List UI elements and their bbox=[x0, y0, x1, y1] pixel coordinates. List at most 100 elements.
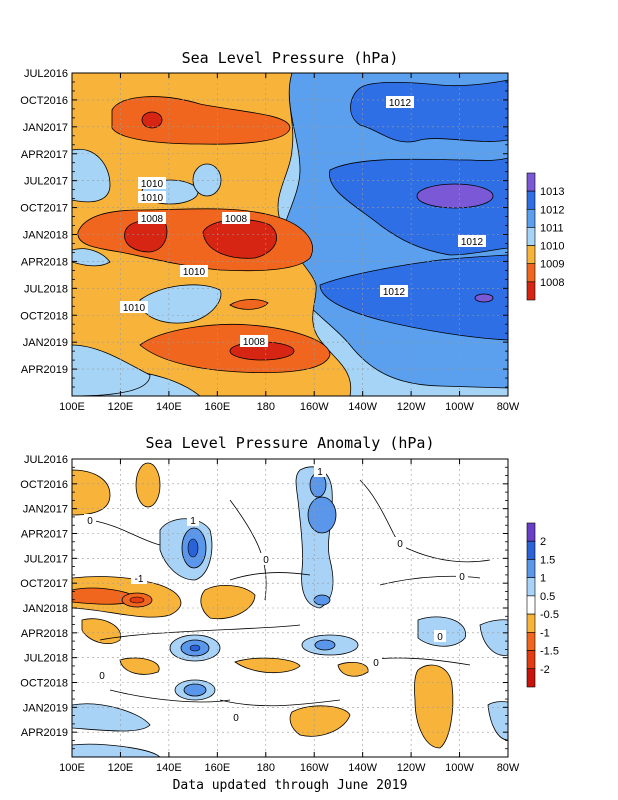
y-tick-label: OCT2016 bbox=[20, 95, 68, 107]
y-tick-label: JUL2017 bbox=[24, 553, 68, 565]
svg-text:1010: 1010 bbox=[141, 179, 164, 190]
bottom-contour-labels: 1 1 0 0 0 -1 0 0 0 0 0 bbox=[84, 465, 468, 724]
svg-text:1010: 1010 bbox=[141, 193, 164, 204]
x-tick-label: 160E bbox=[204, 401, 230, 413]
svg-text:0: 0 bbox=[437, 632, 443, 643]
svg-text:0: 0 bbox=[263, 555, 269, 566]
colorbar-swatch bbox=[526, 668, 536, 688]
top-contour-label: 1012 bbox=[386, 96, 414, 109]
y-tick-label: APR2018 bbox=[21, 628, 68, 640]
y-tick-label: APR2019 bbox=[21, 364, 68, 376]
svg-text:0: 0 bbox=[99, 671, 105, 682]
colorbar-label: 1009 bbox=[540, 259, 564, 271]
svg-text:0: 0 bbox=[87, 516, 93, 527]
colorbar-swatch bbox=[526, 650, 536, 670]
colorbar-label: 1008 bbox=[540, 277, 564, 289]
x-tick-label: 120W bbox=[397, 762, 426, 774]
top-contour-labels: 1012 1010 1010 1008 1008 1012 1010 1012 … bbox=[120, 96, 486, 348]
colorbar-label: -1.5 bbox=[540, 646, 559, 658]
x-tick-label: 120W bbox=[397, 401, 426, 413]
y-tick-label: JAN2019 bbox=[23, 702, 68, 714]
svg-text:1010: 1010 bbox=[123, 303, 146, 314]
x-tick-label: 100E bbox=[59, 762, 85, 774]
svg-text:1: 1 bbox=[317, 467, 323, 478]
top-colorbar: 1013 1012 1011 1010 1009 1008 bbox=[526, 172, 564, 301]
bottom-contour-label: 0 bbox=[260, 553, 272, 566]
top-contour-label: 1010 bbox=[180, 265, 208, 278]
colorbar-swatch bbox=[526, 613, 536, 633]
y-tick-label: OCT2017 bbox=[20, 578, 68, 590]
colorbar-swatch bbox=[526, 190, 536, 210]
y-tick-label: JUL2018 bbox=[24, 283, 68, 295]
colorbar-swatch bbox=[526, 208, 536, 228]
x-tick-label: 160E bbox=[204, 762, 230, 774]
svg-text:1012: 1012 bbox=[389, 98, 412, 109]
colorbar-swatch bbox=[526, 522, 536, 542]
footer-note: Data updated through June 2019 bbox=[173, 778, 408, 793]
svg-text:0: 0 bbox=[373, 658, 379, 669]
y-tick-label: APR2018 bbox=[21, 256, 68, 268]
top-plot-area bbox=[72, 73, 508, 396]
x-tick-label: 120E bbox=[108, 762, 134, 774]
colorbar-swatch bbox=[526, 559, 536, 578]
colorbar-label: 1010 bbox=[540, 241, 564, 253]
top-contour-label: 1012 bbox=[380, 285, 408, 298]
x-tick-label: 80W bbox=[497, 762, 520, 774]
x-tick-label: 100E bbox=[59, 401, 85, 413]
y-tick-label: JAN2018 bbox=[23, 603, 68, 615]
y-tick-label: JUL2018 bbox=[24, 653, 68, 665]
colorbar-swatch bbox=[526, 577, 536, 597]
top-contour-label: 1010 bbox=[138, 191, 166, 204]
colorbar-label: 2 bbox=[540, 536, 546, 548]
y-tick-label: OCT2018 bbox=[20, 678, 68, 690]
colorbar-swatch bbox=[526, 263, 536, 283]
svg-text:1008: 1008 bbox=[141, 214, 164, 225]
x-tick-label: 140E bbox=[156, 401, 182, 413]
colorbar-label: 1011 bbox=[540, 222, 564, 234]
y-tick-label: JAN2017 bbox=[23, 122, 68, 134]
svg-text:0: 0 bbox=[397, 539, 403, 550]
colorbar-label: 1012 bbox=[540, 204, 564, 216]
colorbar-swatch bbox=[526, 595, 536, 615]
bottom-contour-label: 0 bbox=[370, 656, 382, 669]
y-tick-label: APR2017 bbox=[21, 529, 68, 541]
colorbar-label: -0.5 bbox=[540, 609, 559, 621]
bottom-colorbar: 2 1.5 1 0.5 -0.5 -1 -1.5 -2 bbox=[526, 522, 559, 688]
x-tick-label: 140W bbox=[348, 762, 377, 774]
svg-text:-1: -1 bbox=[135, 574, 144, 585]
bottom-contour-label: 0 bbox=[456, 570, 468, 583]
top-contour-label: 1008 bbox=[222, 212, 250, 225]
top-contour-label: 1010 bbox=[120, 301, 148, 314]
colorbar-swatch bbox=[526, 281, 536, 301]
svg-text:0: 0 bbox=[233, 713, 239, 724]
bottom-contour-label: 1 bbox=[314, 465, 326, 478]
top-contour-label: 1008 bbox=[240, 335, 268, 348]
top-axis-ticks: 100E 120E 140E 160E 180 160W 140W 120W 100W 80W JU… bbox=[20, 68, 520, 413]
x-tick-label: 160W bbox=[300, 762, 329, 774]
x-tick-label: 180 bbox=[257, 401, 275, 413]
bottom-axis-ticks: 100E 120E 140E 160E 180 160W 140W 120W 100W 80W JU… bbox=[20, 454, 520, 774]
colorbar-label: 1 bbox=[540, 573, 546, 585]
bottom-plot-area bbox=[72, 459, 508, 757]
colorbar-label: 1.5 bbox=[540, 554, 555, 566]
bottom-contour-label: 1 bbox=[187, 514, 199, 527]
y-tick-label: JAN2018 bbox=[23, 230, 68, 242]
top-contour-label: 1008 bbox=[138, 212, 166, 225]
svg-text:1008: 1008 bbox=[225, 214, 248, 225]
top-chart-title: Sea Level Pressure (hPa) bbox=[182, 49, 399, 67]
bottom-contour-label: 0 bbox=[434, 630, 446, 643]
colorbar-swatch bbox=[526, 172, 536, 192]
bottom-chart-title: Sea Level Pressure Anomaly (hPa) bbox=[146, 434, 435, 452]
bottom-contour-label: 0 bbox=[96, 669, 108, 682]
colorbar-swatch bbox=[526, 540, 536, 560]
colorbar-label: 0.5 bbox=[540, 591, 555, 603]
colorbar-swatch bbox=[526, 245, 536, 265]
y-tick-label: OCT2016 bbox=[20, 479, 68, 491]
y-tick-label: OCT2018 bbox=[20, 310, 68, 322]
top-grid bbox=[72, 73, 508, 396]
bottom-contour-label: 0 bbox=[230, 711, 242, 724]
bottom-contour-label: 0 bbox=[84, 514, 96, 527]
colorbar-label: 1013 bbox=[540, 186, 564, 198]
y-tick-label: JUL2016 bbox=[24, 68, 68, 80]
